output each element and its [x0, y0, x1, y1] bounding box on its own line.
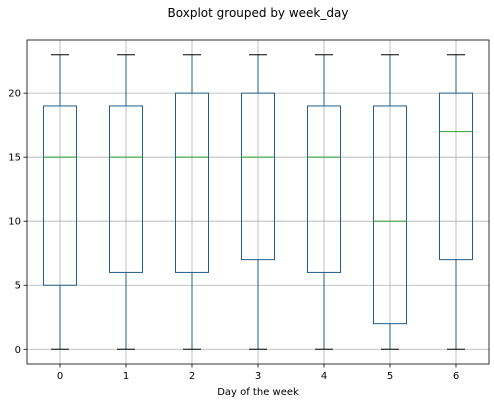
x-tick-label: 3 [255, 371, 261, 382]
x-tick-label: 2 [189, 371, 195, 382]
y-tick-label: 5 [15, 281, 21, 292]
y-tick-label: 0 [15, 345, 21, 356]
box-iqr [373, 105, 407, 325]
y-tick-label: 20 [8, 89, 21, 100]
x-tick-label: 5 [387, 371, 393, 382]
box-iqr [307, 105, 341, 273]
box-iqr [43, 105, 77, 286]
chart-title: Boxplot grouped by week_day [168, 6, 349, 20]
x-tick-label: 6 [453, 371, 459, 382]
box-iqr [109, 105, 143, 273]
x-tick-label: 4 [321, 371, 327, 382]
x-tick-label: 0 [57, 371, 63, 382]
box-iqr [439, 92, 473, 261]
y-tick-label: 15 [8, 153, 21, 164]
box-iqr [175, 92, 209, 273]
x-axis-label: Day of the week [217, 387, 299, 398]
x-tick-label: 1 [123, 371, 129, 382]
tick-layer: 0 5 10 15 20 0 1 2 3 4 5 6 [8, 89, 459, 382]
box-iqr [241, 92, 275, 261]
box-layer [43, 54, 473, 350]
y-tick-label: 10 [8, 217, 21, 228]
